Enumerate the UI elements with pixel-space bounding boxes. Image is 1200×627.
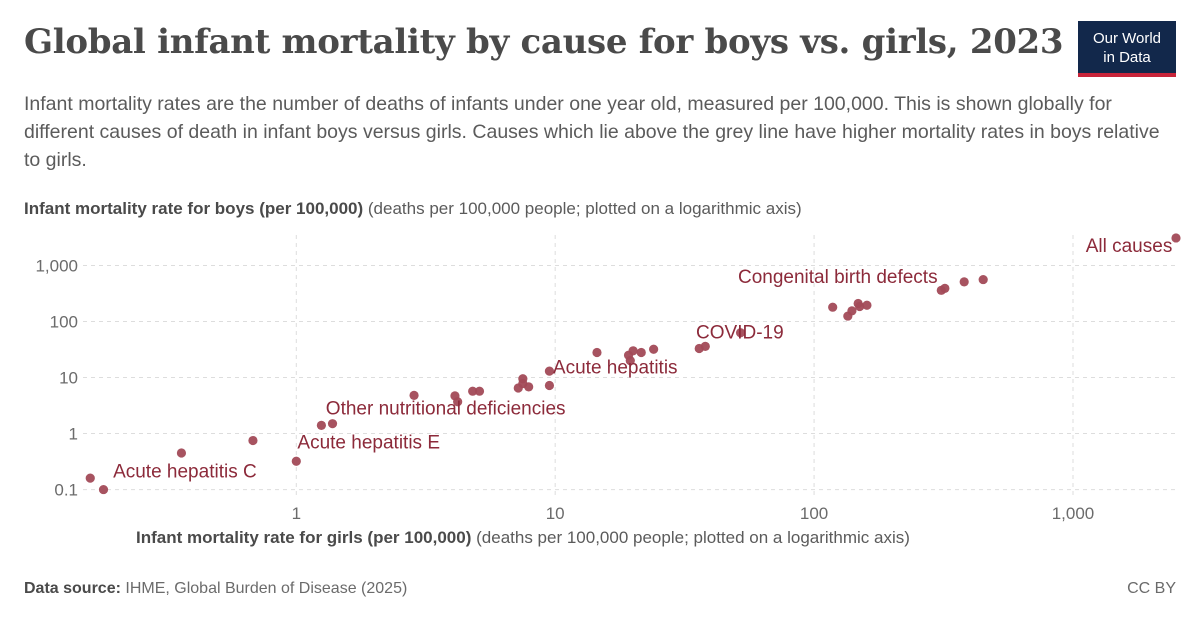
data-point[interactable] xyxy=(544,366,555,376)
x-axis-label-bold: Infant mortality rate for girls (per 100… xyxy=(136,528,472,547)
data-point[interactable] xyxy=(85,473,95,483)
data-point[interactable] xyxy=(316,420,326,430)
y-tick-label: 1,000 xyxy=(35,256,78,275)
data-source-label: Data source: xyxy=(24,580,121,597)
data-point[interactable] xyxy=(847,306,857,316)
chart-title: Global infant mortality by cause for boy… xyxy=(24,22,1064,62)
point-annotation: Acute hepatitis xyxy=(553,357,678,378)
data-point[interactable] xyxy=(291,456,301,466)
data-point[interactable] xyxy=(700,341,710,351)
x-axis-label-rest: (deaths per 100,000 people; plotted on a… xyxy=(476,528,910,547)
x-tick-label: 1,000 xyxy=(1052,504,1095,523)
data-point[interactable] xyxy=(524,382,534,392)
data-point[interactable] xyxy=(409,390,419,400)
point-annotation: Acute hepatitis E xyxy=(297,433,440,454)
logo-line-2: in Data xyxy=(1103,49,1151,66)
data-points xyxy=(85,233,1181,495)
y-axis-label-rest: (deaths per 100,000 people; plotted on a… xyxy=(367,199,802,218)
chart-subtitle: Infant mortality rates are the number of… xyxy=(24,93,1160,171)
data-point[interactable] xyxy=(636,347,646,358)
x-tick-label: 100 xyxy=(800,504,828,523)
license[interactable]: CC BY xyxy=(1127,580,1176,597)
annotations: Acute hepatitis C Acute hepatitis E Other … xyxy=(113,236,1172,483)
data-point[interactable] xyxy=(828,302,838,312)
point-annotation: All causes xyxy=(1086,236,1173,257)
y-axis-label: Infant mortality rate for boys (per 100,… xyxy=(24,199,802,219)
data-point[interactable] xyxy=(735,328,746,338)
data-point[interactable] xyxy=(940,283,950,293)
data-point[interactable] xyxy=(978,274,988,285)
data-point[interactable] xyxy=(248,435,258,446)
y-axis-label-bold: Infant mortality rate for boys (per 100,… xyxy=(24,199,364,218)
logo-line-1: Our World xyxy=(1092,30,1162,47)
data-point[interactable] xyxy=(468,386,478,396)
x-axis-label: Infant mortality rate for girls (per 100… xyxy=(136,528,910,548)
point-annotation: Acute hepatitis C xyxy=(113,461,257,482)
y-tick-label: 1 xyxy=(69,425,78,444)
point-annotation: COVID-19 xyxy=(696,322,784,343)
data-point[interactable] xyxy=(1171,233,1181,243)
data-point[interactable] xyxy=(862,300,872,310)
data-point[interactable] xyxy=(474,386,485,396)
axis-ticks: 0.1 1 10 100 1,000 1 10 100 1,000 xyxy=(35,256,1094,523)
data-point[interactable] xyxy=(544,380,555,391)
data-point[interactable] xyxy=(649,344,659,354)
data-point[interactable] xyxy=(592,347,602,358)
data-point[interactable] xyxy=(453,397,463,407)
x-tick-label: 10 xyxy=(546,504,565,523)
y-tick-label: 100 xyxy=(50,313,78,332)
data-point[interactable] xyxy=(628,346,638,356)
grid-lines xyxy=(83,235,1176,495)
x-tick-label: 1 xyxy=(292,504,301,523)
data-point[interactable] xyxy=(327,419,338,429)
data-source: Data source: IHME, Global Burden of Dise… xyxy=(24,580,407,598)
data-point[interactable] xyxy=(625,356,635,366)
data-point[interactable] xyxy=(855,301,865,312)
data-point[interactable] xyxy=(959,277,969,287)
owid-logo[interactable]: Our World in Data xyxy=(1078,21,1176,77)
point-annotation: Congenital birth defects xyxy=(738,267,938,288)
point-annotation: Other nutritional deficiencies xyxy=(326,398,566,419)
data-point[interactable] xyxy=(176,448,187,458)
y-tick-label: 0.1 xyxy=(54,481,78,500)
data-source-text[interactable]: IHME, Global Burden of Disease (2025) xyxy=(125,580,408,597)
y-tick-label: 10 xyxy=(59,369,78,388)
data-point[interactable] xyxy=(98,484,109,495)
